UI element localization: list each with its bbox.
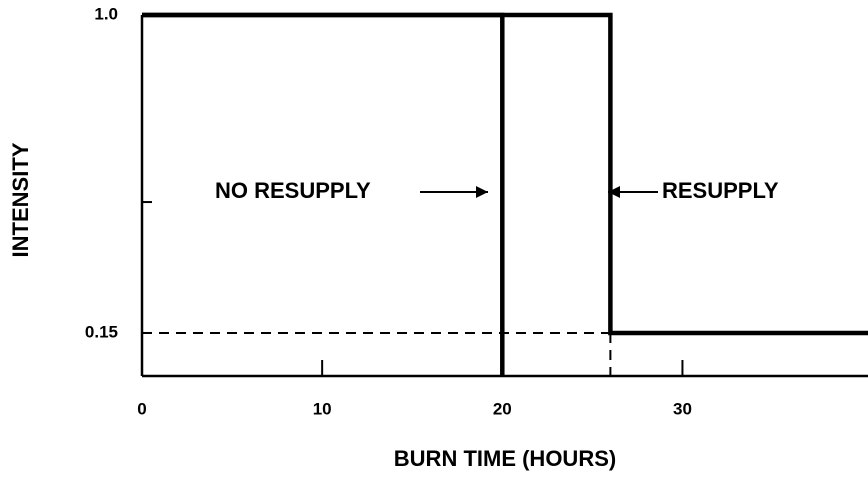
annotation: RESUPPLY (662, 178, 779, 203)
annotation: NO RESUPPLY (215, 178, 371, 203)
y-tick-label: 0.15 (85, 322, 118, 341)
x-tick-label: 0 (137, 399, 146, 418)
x-tick-label: 10 (313, 399, 332, 418)
series-line (142, 12, 868, 336)
y-tick-label: 1.0 (94, 4, 118, 23)
x-tick-label: 30 (673, 399, 692, 418)
x-axis-label: BURN TIME (HOURS) (394, 446, 616, 471)
x-tick-label: 20 (493, 399, 512, 418)
y-axis-label: INTENSITY (8, 142, 33, 257)
